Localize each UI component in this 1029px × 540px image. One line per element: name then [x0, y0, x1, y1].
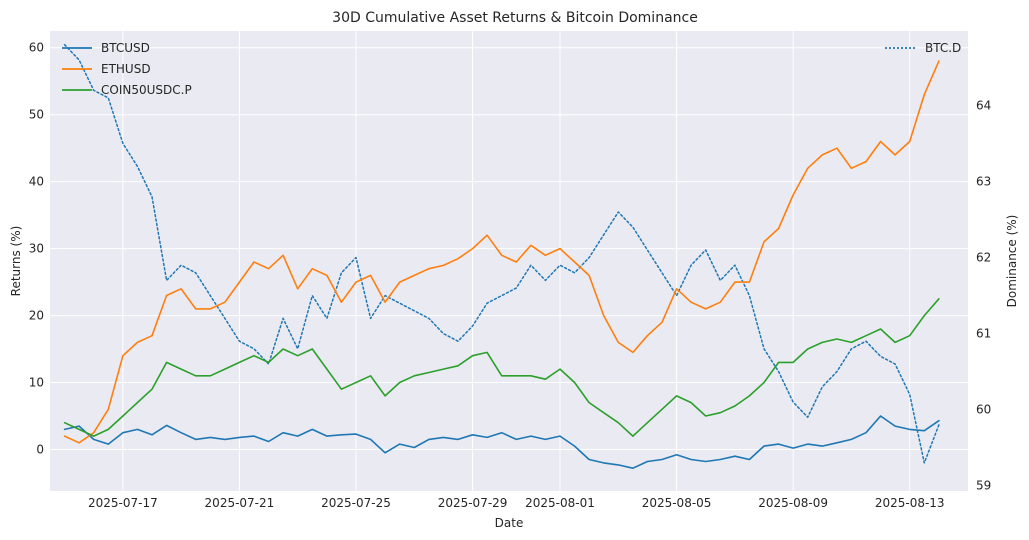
x-tick-label: 2025-07-25 [321, 496, 391, 510]
x-tick-label: 2025-07-29 [438, 496, 508, 510]
x-tick-label: 2025-08-09 [758, 496, 828, 510]
series-line-coin50usdc-p [63, 297, 940, 437]
y-tick-label: 20 [29, 309, 44, 323]
legend-label-coin50: COIN50USDC.P [101, 83, 192, 97]
x-tick-label: 2025-08-13 [875, 496, 945, 510]
legend-label-ethusd: ETHUSD [101, 62, 151, 76]
legend-right: BTC.D [885, 41, 961, 55]
y-tick-label: 0 [36, 442, 44, 456]
x-tick-label: 2025-07-21 [205, 496, 275, 510]
y2-axis-label: Dominance (%) [1005, 215, 1019, 308]
series-line-ethusd [63, 60, 940, 444]
legend-label-btcusd: BTCUSD [101, 41, 150, 55]
x-axis-ticks: 2025-07-17 2025-07-21 2025-07-25 2025-07-29… [88, 496, 945, 510]
x-axis-label: Date [495, 516, 524, 530]
plot-background [50, 31, 968, 491]
y2-tick-label: 63 [976, 175, 991, 189]
y2-axis-ticks: 59 60 61 62 63 64 [976, 99, 991, 493]
y-tick-label: 10 [29, 376, 44, 390]
series-layer [63, 43, 940, 470]
y2-tick-label: 59 [976, 479, 991, 493]
y2-tick-label: 60 [976, 403, 991, 417]
y-tick-label: 50 [29, 108, 44, 122]
y-axis-label: Returns (%) [9, 226, 23, 297]
y-tick-label: 30 [29, 242, 44, 256]
y-tick-label: 60 [29, 41, 44, 55]
x-tick-label: 2025-08-05 [642, 496, 712, 510]
grid [50, 31, 968, 491]
x-tick-label: 2025-08-01 [525, 496, 595, 510]
y-axis-ticks: 0 10 20 30 40 50 60 [29, 41, 44, 457]
y-tick-label: 40 [29, 175, 44, 189]
x-tick-label: 2025-07-17 [88, 496, 158, 510]
chart-title: 30D Cumulative Asset Returns & Bitcoin D… [332, 10, 698, 26]
series-line-btcusd [63, 415, 940, 470]
y2-tick-label: 62 [976, 251, 991, 265]
series-line-btc-d [63, 43, 940, 464]
legend-left: BTCUSD ETHUSD COIN50USDC.P [62, 41, 192, 97]
legend-label-btcd: BTC.D [925, 41, 961, 55]
y2-tick-label: 61 [976, 327, 991, 341]
y2-tick-label: 64 [976, 99, 991, 113]
